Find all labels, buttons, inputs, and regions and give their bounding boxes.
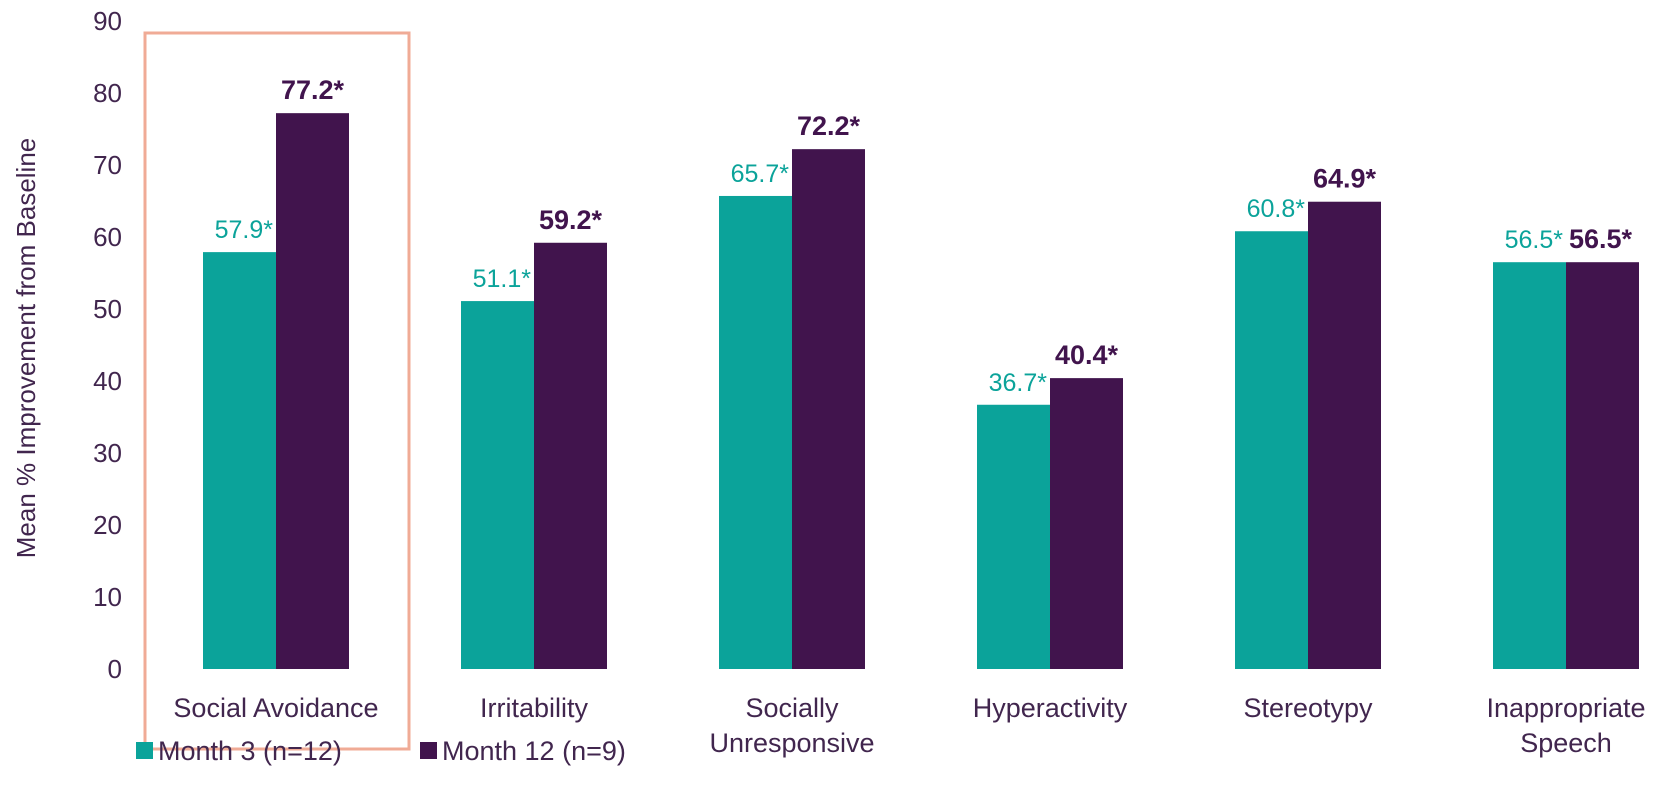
y-tick-label: 50 [93,294,122,324]
category-label: Social Avoidance [173,693,378,723]
legend-swatch-month-3 [136,742,153,759]
data-label-month-3: 51.1* [473,265,532,293]
data-label-month-12: 56.5* [1569,224,1633,254]
y-axis-title: Mean % Improvement from Baseline [11,138,41,559]
y-tick-label: 0 [108,654,122,684]
y-tick-label: 80 [93,78,122,108]
data-label-month-12: 59.2* [539,205,603,235]
highlight-box [143,31,411,751]
data-label-month-12: 72.2* [797,111,861,141]
data-label-month-3: 56.5* [1505,226,1564,254]
category-label: Stereotypy [1243,693,1373,723]
bar-month-12 [1308,201,1381,669]
y-tick-label: 30 [93,438,122,468]
y-tick-label: 90 [93,6,122,36]
bar-month-12 [276,113,349,669]
bar-month-3 [203,252,276,669]
data-label-month-3: 65.7* [731,160,790,188]
data-label-month-12: 77.2* [281,75,345,105]
data-label-month-3: 60.8* [1247,195,1306,223]
bar-labels: 57.9* 77.2* 51.1* 59.2* 65.7*72.2* 36.7*40.4*… [215,75,1633,397]
legend-label-month-3: Month 3 (n=12) [158,736,342,766]
y-tick-label: 10 [93,582,122,612]
bar-month-3 [719,195,792,669]
bar-month-12 [1050,378,1123,669]
bar-month-12 [792,149,865,669]
bar-month-3 [977,404,1050,669]
data-label-month-3: 36.7* [989,369,1048,397]
category-label: Unresponsive [709,728,874,758]
legend-label-month-12: Month 12 (n=9) [442,736,626,766]
legend: Month 3 (n=12) Month 12 (n=9) [136,736,626,766]
y-tick-label: 40 [93,366,122,396]
bar-month-12 [1566,262,1639,669]
category-label: Inappropriate [1486,693,1645,723]
bars [203,113,1639,670]
legend-swatch-month-12 [420,742,437,759]
data-label-month-3: 57.9* [215,216,274,244]
bar-month-3 [1493,262,1566,669]
bar-month-3 [1235,231,1308,670]
data-label-month-12: 40.4* [1055,340,1119,370]
bar-month-3 [461,301,534,669]
y-tick-label: 20 [93,510,122,540]
category-label: Hyperactivity [973,693,1128,723]
category-label: Irritability [480,693,589,723]
y-tick-label: 70 [93,150,122,180]
y-tick-label: 60 [93,222,122,252]
bar-month-12 [534,242,607,669]
category-label: Speech [1520,728,1612,758]
category-labels: Social Avoidance Irritability Socially Unre… [173,693,1645,758]
data-label-month-12: 64.9* [1313,164,1377,194]
category-label: Socially [745,693,839,723]
y-axis-ticks: 0 10 20 30 40 50 60 70 80 90 [93,6,122,684]
